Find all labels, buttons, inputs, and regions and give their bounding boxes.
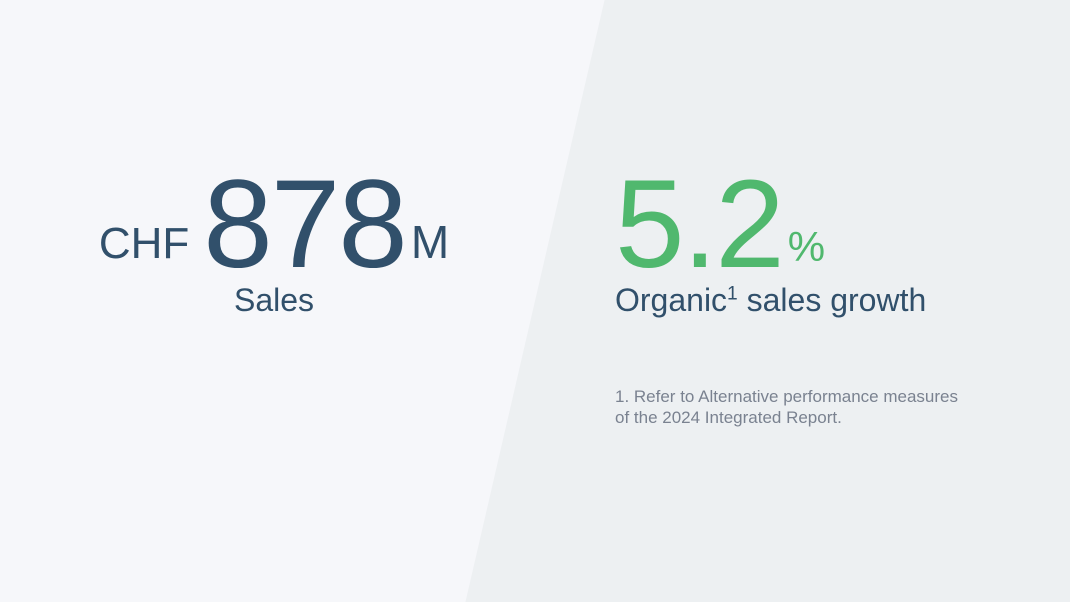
sales-value: 878	[203, 155, 408, 294]
sales-caption: Sales	[233, 282, 315, 318]
footnote-text: 1. Refer to Alternative performance meas…	[615, 386, 985, 428]
footnote-reference: 1	[727, 283, 738, 305]
organic-growth-panel: 5.2% Organic1 sales growth 1. Refer to A…	[615, 0, 1070, 602]
growth-value: 5.2	[615, 155, 785, 294]
growth-caption-suffix: sales growth	[737, 282, 927, 318]
growth-stat-line: 5.2%	[615, 162, 825, 287]
sales-panel: CHF 878 M Sales	[0, 162, 548, 318]
sales-unit-label: M	[410, 216, 450, 268]
growth-caption-prefix: Organic	[615, 282, 728, 318]
growth-caption: Organic1 sales growth	[615, 284, 926, 316]
sales-stat-line: CHF 878 M	[0, 162, 548, 287]
footnote-line: of the 2024 Integrated Report.	[615, 408, 842, 427]
percent-sign: %	[787, 223, 826, 270]
currency-label: CHF	[98, 219, 190, 268]
footnote-line: 1. Refer to Alternative performance meas…	[615, 387, 958, 406]
